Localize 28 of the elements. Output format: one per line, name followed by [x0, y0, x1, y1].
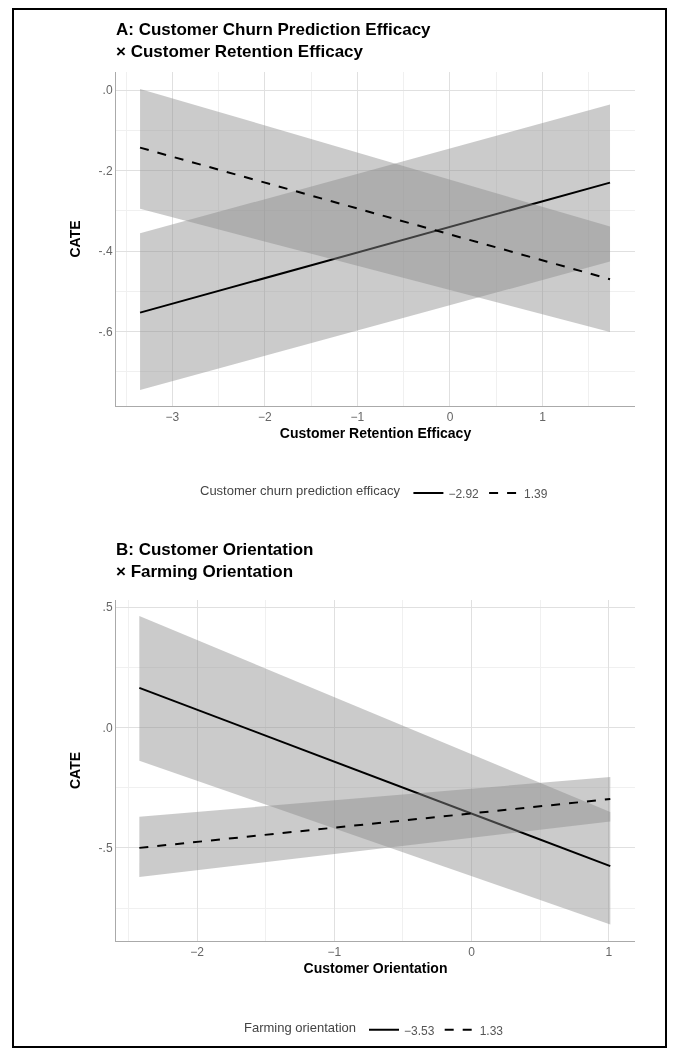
- y-axis-title: CATE: [67, 220, 84, 258]
- legend-title: Farming orientation: [244, 1020, 356, 1036]
- legend-label: −3.53: [404, 1023, 435, 1038]
- y-tick-label: -.5: [98, 841, 113, 856]
- y-tick-label: .0: [102, 720, 113, 735]
- y-tick-label: .0: [102, 83, 113, 98]
- x-tick-label: −3: [165, 410, 180, 425]
- chart-title: A: Customer Churn Prediction Efficacy × Customer Retention Efficacy: [116, 20, 432, 62]
- legend-label: 1.33: [479, 1023, 504, 1038]
- x-tick-label: −1: [327, 945, 342, 960]
- chart-title: B: Customer Orientation × Farming Orientation: [116, 540, 314, 582]
- y-tick-label: -.2: [98, 163, 113, 178]
- y-tick-label: -.6: [98, 324, 113, 339]
- x-axis-title: Customer Retention Efficacy: [279, 424, 472, 441]
- x-tick-label: −2: [258, 410, 273, 425]
- x-axis-title: Customer Orientation: [303, 959, 448, 976]
- x-tick-label: 1: [539, 410, 547, 425]
- x-tick-label: 0: [468, 945, 476, 960]
- y-axis-title: CATE: [67, 751, 84, 790]
- y-tick-label: .5: [102, 600, 113, 615]
- legend-label: 1.39: [524, 486, 548, 501]
- legend-label: −2.92: [448, 486, 480, 501]
- x-tick-label: 1: [605, 945, 613, 960]
- y-tick-label: -.4: [98, 244, 113, 259]
- legend-title: Customer churn prediction efficacy: [200, 483, 401, 499]
- x-tick-label: −1: [350, 410, 365, 425]
- x-tick-label: −2: [190, 945, 205, 960]
- x-tick-label: 0: [446, 410, 454, 425]
